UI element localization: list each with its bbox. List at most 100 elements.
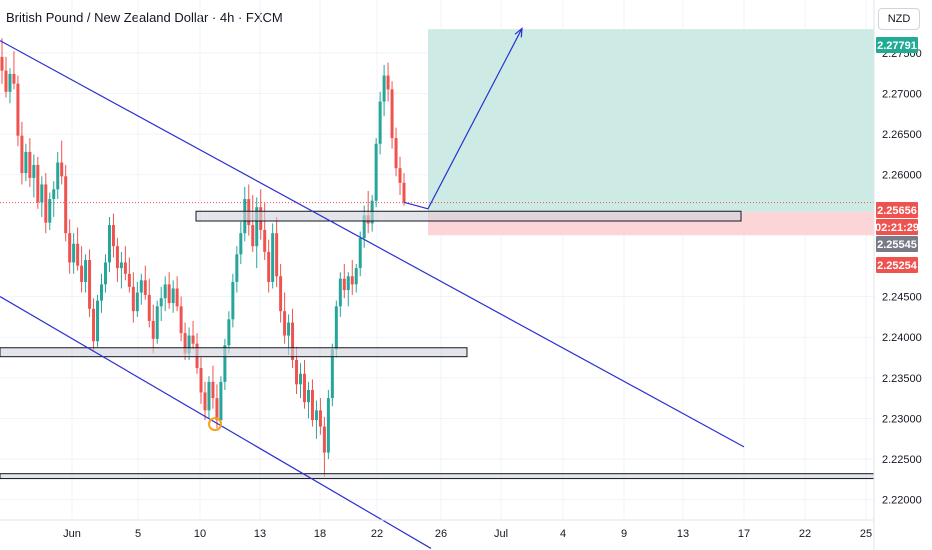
candle-body bbox=[231, 281, 235, 320]
candle-body bbox=[68, 233, 72, 263]
candle-body bbox=[72, 243, 76, 263]
candle-body bbox=[215, 398, 219, 421]
candle-body bbox=[147, 294, 151, 321]
candle-body bbox=[8, 73, 12, 92]
support-resistance-zone[interactable] bbox=[0, 347, 468, 358]
date-tick-label: 5 bbox=[135, 528, 141, 540]
price-tick-label: 2.26500 bbox=[882, 129, 922, 141]
candle-body bbox=[330, 349, 334, 399]
candle-body bbox=[362, 215, 366, 239]
candle-body bbox=[310, 390, 314, 421]
candle-body bbox=[103, 262, 107, 285]
candle-body bbox=[4, 70, 8, 92]
candle-body bbox=[84, 260, 88, 282]
currency-button[interactable]: NZD bbox=[878, 8, 920, 30]
price-tag-label: 2.25254 bbox=[877, 260, 918, 272]
date-tick-label: 26 bbox=[435, 528, 447, 540]
price-axis[interactable]: 2.275002.270002.265002.260002.245002.240… bbox=[882, 48, 922, 507]
price-tag-bg bbox=[876, 37, 918, 53]
candle-body bbox=[12, 73, 16, 84]
candle-body bbox=[16, 83, 20, 136]
date-tick-label: 22 bbox=[799, 528, 811, 540]
candle-body bbox=[115, 246, 119, 269]
channel-lower-trendline[interactable] bbox=[0, 296, 432, 549]
candle-body bbox=[390, 89, 394, 139]
date-tick-label: 13 bbox=[254, 528, 266, 540]
candle-body bbox=[107, 225, 111, 263]
candle-body bbox=[44, 184, 48, 223]
candle-body bbox=[119, 262, 123, 269]
price-tag-label: 2.27791 bbox=[877, 40, 917, 52]
candle-body bbox=[175, 288, 179, 307]
candle-body bbox=[358, 238, 362, 269]
price-tick-label: 2.27000 bbox=[882, 88, 922, 100]
date-tick-label: 17 bbox=[738, 528, 750, 540]
candle-body bbox=[163, 284, 167, 299]
candle-body bbox=[60, 162, 64, 177]
date-tick-label: Jun bbox=[63, 528, 81, 540]
candle-body bbox=[255, 207, 259, 247]
candle-body bbox=[291, 322, 295, 360]
time-axis[interactable]: Jun 5 10 13 18 22 26 Jul 4 9 13 17 22 25 bbox=[63, 528, 872, 540]
candle-body bbox=[211, 381, 215, 399]
channel-upper-trendline[interactable] bbox=[0, 40, 745, 448]
candle-body bbox=[326, 398, 330, 453]
candle-body bbox=[338, 278, 342, 307]
candle-body bbox=[76, 243, 80, 266]
candle-body bbox=[155, 306, 159, 339]
candle-body bbox=[64, 176, 68, 234]
candle-body bbox=[24, 151, 28, 174]
candle-body bbox=[191, 335, 195, 344]
candle-body bbox=[223, 345, 227, 382]
price-tag-bg bbox=[876, 219, 918, 235]
candle-body bbox=[143, 280, 147, 295]
candle-body bbox=[235, 254, 239, 282]
swing-low-marker[interactable] bbox=[208, 417, 222, 432]
candle-body bbox=[318, 410, 322, 427]
candle-body bbox=[295, 359, 299, 385]
candle-body bbox=[239, 233, 243, 255]
date-tick-label: 18 bbox=[314, 528, 326, 540]
candle-body bbox=[36, 164, 40, 203]
candle-body bbox=[267, 251, 271, 282]
price-tags: 2.27791 2.25656 02:21:29 2.25545 2.25254 bbox=[875, 37, 919, 273]
price-tag-label: 2.25545 bbox=[877, 239, 917, 251]
price-tick-label: 2.23000 bbox=[882, 413, 922, 425]
candle-body bbox=[354, 268, 358, 285]
candle-body bbox=[187, 335, 191, 354]
candle-body bbox=[374, 143, 378, 201]
candle-body bbox=[20, 135, 24, 174]
projection-arrowhead bbox=[514, 27, 523, 38]
candle-body bbox=[386, 75, 390, 90]
date-tick-label: Jul bbox=[494, 528, 508, 540]
date-tick-label: 22 bbox=[371, 528, 383, 540]
candle-body bbox=[398, 168, 402, 183]
candle-body bbox=[322, 426, 326, 453]
candle-body bbox=[283, 311, 287, 336]
candle-body bbox=[40, 184, 44, 203]
price-tag-label: 02:21:29 bbox=[875, 222, 919, 234]
date-tick-label: 9 bbox=[621, 528, 627, 540]
candle-body bbox=[32, 164, 36, 178]
candle-body bbox=[199, 368, 203, 393]
support-resistance-zone[interactable] bbox=[195, 210, 742, 222]
candle-body bbox=[378, 101, 382, 144]
candle-body bbox=[394, 138, 398, 169]
support-resistance-zone[interactable] bbox=[0, 473, 875, 480]
candle-body bbox=[263, 229, 267, 252]
candle-body bbox=[179, 306, 183, 334]
price-tag-bg bbox=[876, 236, 918, 252]
projection-path[interactable] bbox=[403, 28, 523, 210]
chart-title: British Pound / New Zealand Dollar · 4h … bbox=[6, 10, 283, 25]
candle-body bbox=[52, 189, 56, 200]
candle-body bbox=[151, 320, 155, 339]
candle-body bbox=[271, 233, 275, 282]
candle-body bbox=[275, 233, 279, 277]
price-tag-label: 2.25656 bbox=[877, 205, 917, 217]
candle-body bbox=[127, 273, 131, 287]
candle-body bbox=[306, 390, 310, 403]
candle-body bbox=[334, 306, 338, 350]
candle-body bbox=[139, 280, 143, 293]
candle-body bbox=[100, 284, 104, 301]
